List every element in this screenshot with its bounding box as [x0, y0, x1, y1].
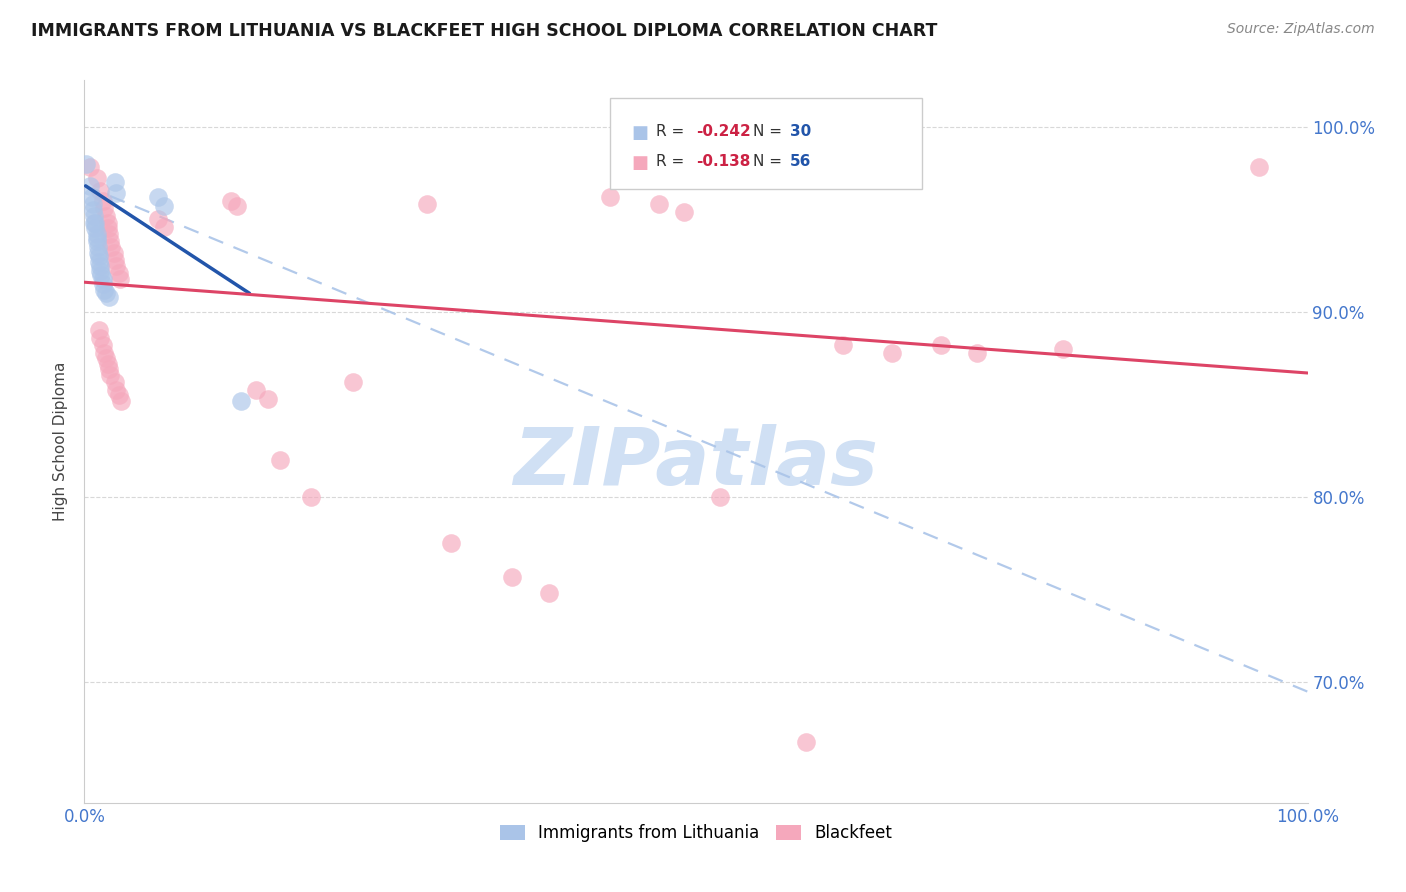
- Point: [502, 570, 524, 584]
- Point: [86, 227, 108, 241]
- Point: [105, 383, 128, 397]
- Point: [87, 323, 110, 337]
- Point: [104, 175, 127, 189]
- Point: [90, 268, 112, 282]
- Point: [82, 202, 104, 217]
- Point: [87, 245, 110, 260]
- Text: IMMIGRANTS FROM LITHUANIA VS BLACKFEET HIGH SCHOOL DIPLOMA CORRELATION CHART: IMMIGRANTS FROM LITHUANIA VS BLACKFEET H…: [31, 22, 938, 40]
- Point: [89, 264, 111, 278]
- Text: 56: 56: [790, 154, 811, 169]
- Text: ZIPatlas: ZIPatlas: [513, 425, 879, 502]
- Point: [966, 345, 988, 359]
- Point: [1247, 161, 1270, 175]
- Point: [86, 235, 108, 249]
- Text: N =: N =: [754, 124, 787, 138]
- Point: [229, 393, 252, 408]
- Point: [104, 252, 127, 267]
- Point: [599, 190, 621, 204]
- Point: [97, 216, 120, 230]
- Point: [245, 383, 267, 397]
- Point: [146, 190, 169, 204]
- Point: [93, 345, 115, 359]
- Point: [96, 209, 118, 223]
- Y-axis label: High School Diploma: High School Diploma: [53, 362, 69, 521]
- Point: [108, 271, 131, 285]
- Point: [91, 271, 114, 285]
- Point: [96, 286, 118, 301]
- Point: [98, 368, 121, 382]
- Text: R =: R =: [655, 124, 689, 138]
- Point: [794, 734, 817, 748]
- Point: [84, 216, 107, 230]
- Point: [84, 221, 107, 235]
- Point: [98, 235, 121, 249]
- Point: [93, 283, 115, 297]
- Point: [709, 490, 731, 504]
- Point: [440, 536, 463, 550]
- Point: [880, 345, 903, 359]
- Point: [299, 490, 322, 504]
- Text: ■: ■: [631, 124, 648, 142]
- Point: [87, 249, 110, 263]
- Point: [83, 216, 105, 230]
- Text: ■: ■: [631, 154, 648, 172]
- Point: [219, 194, 242, 208]
- Point: [97, 357, 120, 371]
- Point: [89, 259, 111, 273]
- Point: [91, 277, 114, 291]
- Point: [672, 204, 695, 219]
- Point: [104, 376, 127, 390]
- Point: [97, 221, 120, 235]
- Text: N =: N =: [754, 154, 787, 169]
- Point: [269, 453, 291, 467]
- Point: [91, 338, 114, 352]
- Point: [538, 586, 561, 600]
- Text: R =: R =: [655, 154, 689, 169]
- Point: [1052, 342, 1074, 356]
- Text: -0.242: -0.242: [696, 124, 751, 138]
- Point: [87, 255, 110, 269]
- Legend: Immigrants from Lithuania, Blackfeet: Immigrants from Lithuania, Blackfeet: [494, 817, 898, 848]
- Point: [648, 197, 671, 211]
- Text: -0.138: -0.138: [696, 154, 751, 169]
- Point: [105, 259, 128, 273]
- Point: [929, 338, 952, 352]
- Point: [146, 212, 169, 227]
- Point: [93, 201, 115, 215]
- Point: [342, 376, 364, 390]
- Point: [153, 199, 176, 213]
- Point: [110, 393, 132, 408]
- Point: [103, 245, 125, 260]
- Point: [257, 392, 280, 406]
- Point: [79, 161, 101, 175]
- Point: [91, 194, 114, 208]
- Point: [105, 186, 128, 201]
- Point: [100, 240, 122, 254]
- Point: [96, 351, 118, 366]
- Text: 30: 30: [790, 124, 811, 138]
- Point: [83, 209, 105, 223]
- Point: [97, 227, 120, 241]
- Point: [82, 197, 104, 211]
- Point: [86, 231, 108, 245]
- Text: Source: ZipAtlas.com: Source: ZipAtlas.com: [1227, 22, 1375, 37]
- Point: [86, 171, 108, 186]
- Point: [107, 266, 129, 280]
- Point: [80, 190, 103, 204]
- Point: [79, 178, 101, 193]
- Point: [226, 199, 249, 213]
- Point: [89, 331, 111, 345]
- Point: [89, 185, 111, 199]
- Point: [97, 362, 120, 376]
- Point: [97, 290, 120, 304]
- Point: [75, 156, 97, 170]
- Point: [831, 338, 853, 352]
- Point: [87, 240, 110, 254]
- Point: [107, 388, 129, 402]
- Point: [416, 197, 439, 211]
- Point: [153, 219, 176, 234]
- FancyBboxPatch shape: [610, 98, 922, 189]
